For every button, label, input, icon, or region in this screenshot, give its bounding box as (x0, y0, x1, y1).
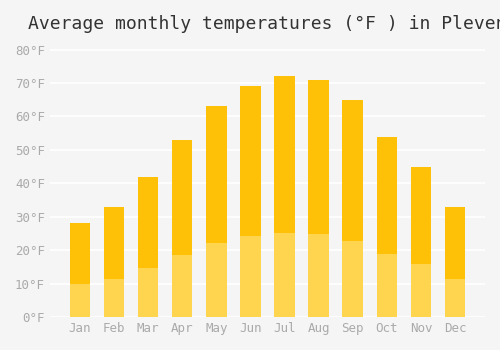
Bar (138, 268, 158, 317)
Bar (308, 80, 329, 317)
Bar (138, 177, 158, 317)
Title: Average monthly temperatures (°F ) in Pleven: Average monthly temperatures (°F ) in Pl… (28, 15, 500, 33)
Bar (445, 207, 465, 317)
Bar (376, 136, 397, 317)
Bar (342, 241, 363, 317)
Bar (70, 224, 90, 317)
Bar (342, 100, 363, 317)
Bar (308, 234, 329, 317)
Bar (240, 86, 260, 317)
Bar (274, 76, 294, 317)
Bar (172, 140, 193, 317)
Bar (410, 265, 431, 317)
Bar (206, 106, 227, 317)
Bar (445, 279, 465, 317)
Bar (172, 255, 193, 317)
Bar (104, 207, 124, 317)
Bar (206, 243, 227, 317)
Bar (70, 284, 90, 317)
Bar (240, 236, 260, 317)
Bar (410, 167, 431, 317)
Bar (274, 233, 294, 317)
Bar (376, 254, 397, 317)
Bar (104, 279, 124, 317)
